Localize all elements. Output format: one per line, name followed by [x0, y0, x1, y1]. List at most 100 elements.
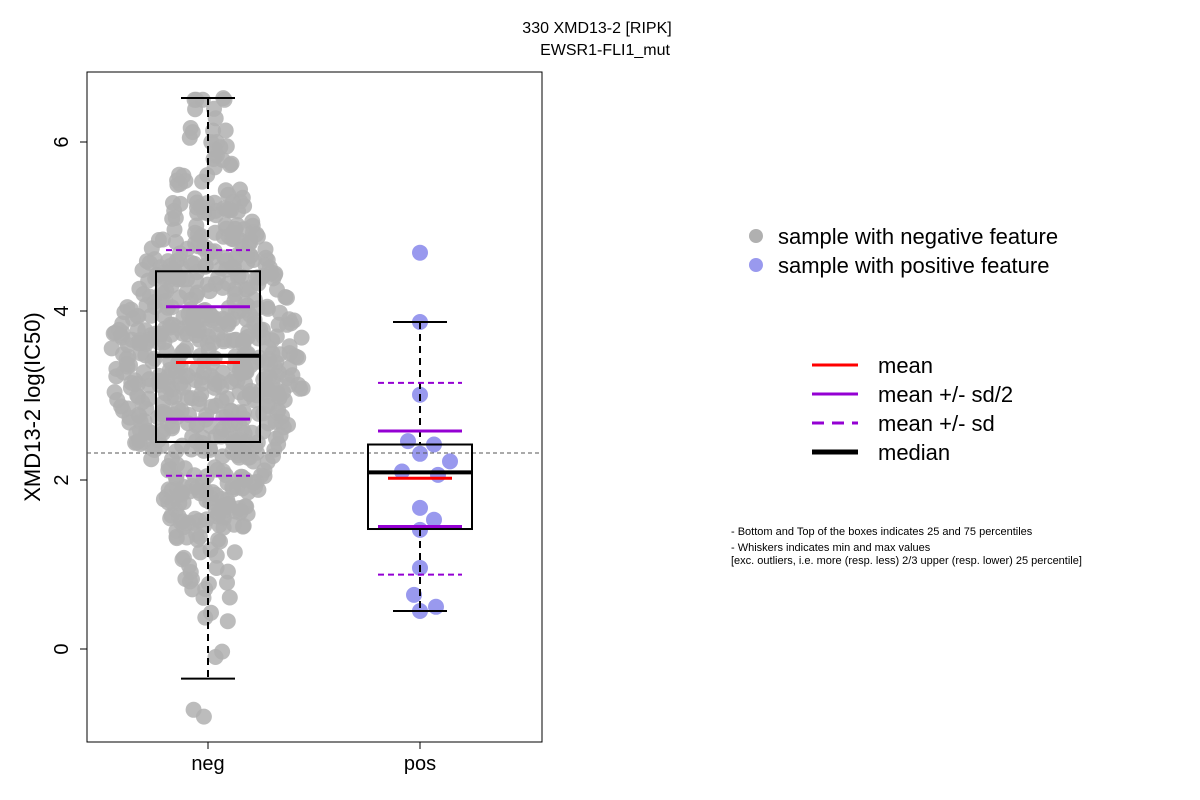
- pos-sample-point: [412, 499, 428, 516]
- neg-sample-point: [269, 281, 285, 298]
- y-tick-label: 0: [51, 643, 73, 654]
- neg-sample-point: [259, 454, 276, 471]
- y-tick-label: 2: [51, 474, 73, 485]
- neg-sample-point: [206, 100, 222, 117]
- neg-sample-point: [196, 517, 213, 534]
- neg-sample-point: [223, 402, 240, 419]
- plot-frame: [86, 71, 543, 743]
- neg-sample-point: [194, 435, 211, 452]
- neg-sample-point: [176, 479, 192, 495]
- neg-sample-point: [207, 375, 224, 392]
- neg-sample-point: [194, 91, 211, 108]
- neg-sample-point: [230, 269, 246, 286]
- neg-sample-point: [161, 361, 178, 378]
- pos-sample-point: [406, 586, 422, 603]
- neg-sample-point: [259, 298, 276, 315]
- neg-sample-point: [181, 557, 198, 574]
- note-line-2: - Whiskers indicates min and max values: [731, 542, 931, 554]
- neg-sample-point: [219, 613, 236, 630]
- legend-point-marker: [749, 229, 763, 243]
- pos-sample-point: [442, 453, 458, 470]
- neg-sample-point: [273, 414, 290, 431]
- neg-sample-point: [270, 316, 287, 333]
- neg-sample-point: [162, 510, 179, 527]
- neg-sample-point: [131, 432, 148, 449]
- neg-sample-point: [106, 384, 123, 401]
- neg-sample-point: [219, 315, 236, 332]
- neg-sample-point: [219, 574, 235, 591]
- neg-sample-point: [181, 129, 198, 146]
- neg-sample-point: [270, 436, 287, 453]
- notes: - Bottom and Top of the boxes indicates …: [731, 526, 1082, 567]
- neg-sample-point: [172, 195, 189, 212]
- y-tick-label: 4: [51, 305, 73, 316]
- neg-sample-point: [268, 328, 285, 345]
- neg-sample-point: [249, 228, 266, 245]
- chart-title-line1: 330 XMD13-2 [RIPK]: [522, 20, 671, 37]
- y-tick-label: 6: [51, 136, 73, 147]
- legend-point-label: sample with negative feature: [778, 224, 1058, 249]
- neg-sample-point: [242, 386, 259, 402]
- pos-sample-point: [426, 511, 442, 528]
- y-axis-label: XMD13-2 log(IC50): [20, 312, 45, 502]
- plot-area: 0 2 4 6 neg pos: [51, 71, 543, 775]
- neg-sample-point: [166, 221, 183, 238]
- neg-sample-point: [235, 517, 252, 534]
- neg-sample-point: [266, 267, 283, 283]
- x-tick-label-pos: pos: [404, 753, 436, 775]
- neg-sample-point: [193, 375, 210, 392]
- neg-sample-point: [290, 349, 307, 366]
- chart-title-line2: EWSR1-FLI1_mut: [540, 42, 670, 59]
- neg-sample-point: [135, 364, 152, 381]
- neg-sample-point: [150, 232, 167, 248]
- neg-sample-point: [199, 195, 216, 212]
- neg-sample-point: [221, 416, 238, 433]
- neg-sample-point: [185, 701, 202, 718]
- neg-sample-point: [201, 283, 218, 300]
- neg-sample-point: [153, 284, 170, 301]
- neg-sample-point: [209, 326, 226, 343]
- x-tick-label-neg: neg: [191, 753, 224, 775]
- neg-sample-point: [209, 508, 226, 525]
- legend-point-marker: [749, 258, 763, 272]
- neg-sample-point: [189, 531, 206, 548]
- neg-sample-point: [195, 589, 212, 606]
- neg-sample-point: [200, 575, 217, 592]
- neg-sample-point: [171, 289, 188, 306]
- neg-sample-point: [218, 201, 235, 218]
- neg-sample-point: [194, 173, 211, 190]
- neg-sample-point: [260, 387, 277, 404]
- neg-sample-point: [118, 351, 135, 367]
- neg-sample-point: [270, 364, 287, 381]
- neg-sample-point: [146, 442, 163, 458]
- neg-sample-point: [121, 409, 138, 426]
- neg-sample-point: [217, 122, 234, 139]
- neg-sample-point: [238, 311, 255, 328]
- neg-sample-point: [171, 245, 188, 262]
- legend-line-label: mean: [878, 353, 933, 378]
- neg-sample-point: [293, 329, 310, 346]
- neg-sample-point: [167, 209, 184, 226]
- neg-sample-point: [171, 495, 188, 512]
- neg-sample-point: [227, 286, 244, 302]
- neg-sample-point: [141, 254, 158, 271]
- neg-sample-point: [182, 573, 198, 590]
- legend: sample with negative feature sample with …: [749, 224, 1058, 465]
- neg-sample-point: [226, 544, 243, 561]
- neg-sample-point: [250, 405, 267, 422]
- legend-line-label: median: [878, 440, 950, 465]
- neg-sample-point: [208, 486, 224, 503]
- neg-sample-point: [234, 468, 251, 485]
- neg-sample-point: [246, 291, 263, 308]
- neg-sample-point: [175, 320, 192, 337]
- neg-sample-point: [207, 397, 224, 414]
- legend-line-label: mean +/- sd: [878, 411, 995, 436]
- neg-sample-point: [162, 265, 179, 282]
- neg-sample-point: [214, 643, 231, 660]
- neg-sample-point: [203, 604, 219, 621]
- note-line-3: [exc. outliers, i.e. more (resp. less) 2…: [731, 555, 1082, 567]
- neg-sample-point: [168, 528, 185, 545]
- neg-sample-point: [214, 279, 231, 296]
- legend-line-label: mean +/- sd/2: [878, 382, 1013, 407]
- neg-sample-point: [137, 347, 154, 364]
